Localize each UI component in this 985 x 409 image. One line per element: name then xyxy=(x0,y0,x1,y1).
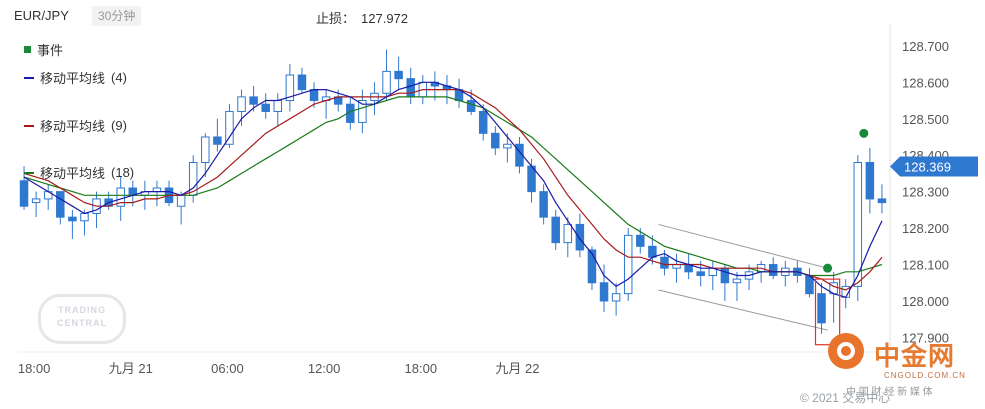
candle-body xyxy=(273,100,283,112)
candle-body xyxy=(563,223,573,244)
copyright: © 2021 交易中心 xyxy=(800,391,891,405)
ma9-line xyxy=(23,89,883,291)
candle-body xyxy=(853,161,863,287)
event-square-icon xyxy=(24,46,31,53)
y-tick-label: 128.100 xyxy=(902,258,949,273)
candle-body xyxy=(406,78,415,98)
x-tick-label: 12:00 xyxy=(308,361,341,376)
candle-body xyxy=(201,136,210,163)
channel-line xyxy=(658,223,828,269)
candle-body xyxy=(539,191,548,218)
legend-item-ma9[interactable]: 移动平均线 (9) xyxy=(24,116,127,135)
candle-body xyxy=(116,187,125,207)
legend-period: (4) xyxy=(111,70,127,85)
candle-body xyxy=(19,180,29,207)
candle-body xyxy=(478,110,488,134)
line-swatch-icon xyxy=(24,171,34,174)
event-marker xyxy=(823,263,833,273)
legend-item-ma4[interactable]: 移动平均线 (4) xyxy=(24,68,127,87)
candle-body xyxy=(660,256,669,269)
candle-body xyxy=(623,234,633,295)
y-tick-label: 128.300 xyxy=(902,185,949,200)
legend-item-ma18[interactable]: 移动平均线 (18) xyxy=(24,163,134,182)
candle-body xyxy=(491,132,500,149)
channel-line xyxy=(658,289,828,331)
trading-central-watermark: TRADING CENTRAL xyxy=(38,294,126,344)
symbol-label: EUR/JPY xyxy=(14,8,69,23)
legend-label: 移动平均线 xyxy=(40,71,106,86)
candle-body xyxy=(575,223,585,251)
x-tick-label: 九月 22 xyxy=(495,361,539,376)
cngold-logo-icon xyxy=(828,333,864,369)
candle-body xyxy=(696,271,705,276)
timeframe-badge[interactable]: 30分钟 xyxy=(92,6,142,26)
x-tick-label: 06:00 xyxy=(211,361,244,376)
candle-body xyxy=(237,96,246,112)
candle-body xyxy=(358,100,367,123)
candle-body xyxy=(382,70,391,94)
stop-loss-value: 127.972 xyxy=(361,11,409,26)
legend-item-event[interactable]: 事件 xyxy=(24,40,63,59)
watermark-line2: CENTRAL xyxy=(57,318,107,328)
line-swatch-icon xyxy=(24,124,34,127)
candle-body xyxy=(648,245,657,258)
candle-body xyxy=(80,213,89,222)
highlight-box xyxy=(814,278,841,346)
current-price-label: 128.369 xyxy=(904,159,951,174)
candle-body xyxy=(732,278,742,284)
legend-label: 移动平均线 xyxy=(40,119,106,134)
candle-body xyxy=(297,74,307,91)
y-tick-label: 128.500 xyxy=(902,112,949,127)
candle-body xyxy=(31,198,41,204)
x-tick-label: 九月 21 xyxy=(109,361,153,376)
legend-period: (9) xyxy=(111,118,127,133)
y-tick-label: 128.000 xyxy=(902,294,949,309)
watermark-line1: TRADING xyxy=(58,305,106,315)
candle-body xyxy=(817,293,826,324)
candle-body xyxy=(503,143,512,149)
candle-body xyxy=(611,293,621,302)
candle-body xyxy=(394,70,403,80)
candle-body xyxy=(599,282,609,302)
cngold-name: 中金网 xyxy=(874,341,956,371)
legend-label: 事件 xyxy=(37,43,64,58)
line-swatch-icon xyxy=(24,76,34,79)
candle-body xyxy=(466,100,476,112)
candle-body xyxy=(56,191,65,218)
candle-body xyxy=(551,216,560,244)
legend-label: 移动平均线 xyxy=(40,166,106,181)
candle-body xyxy=(261,103,270,112)
stop-loss-readout: 止损： 127.972 xyxy=(316,8,408,27)
price-tag xyxy=(890,156,978,177)
candle-body xyxy=(865,161,875,200)
legend-period: (18) xyxy=(111,165,135,180)
cngold-tagline: 中 国 财 经 新 媒 体 xyxy=(846,387,933,398)
y-tick-label: 128.200 xyxy=(902,221,949,236)
candle-body xyxy=(176,194,186,207)
ma4-line xyxy=(23,81,883,299)
candle-body xyxy=(587,249,597,284)
y-tick-label: 127.900 xyxy=(902,330,949,345)
candle-body xyxy=(225,110,234,145)
candle-body xyxy=(636,234,645,247)
stop-loss-label: 止损： xyxy=(316,11,356,26)
candle-body xyxy=(720,267,730,284)
candle-body xyxy=(285,74,295,102)
y-tick-label: 128.700 xyxy=(902,39,949,54)
candle-body xyxy=(309,89,319,102)
event-marker xyxy=(859,128,869,138)
candle-body xyxy=(768,264,778,276)
x-tick-label: 18:00 xyxy=(405,361,438,376)
cngold-url: CNGOLD.COM.CN xyxy=(884,371,966,380)
candle-body xyxy=(877,198,887,204)
candle-body xyxy=(213,136,222,145)
candle-body xyxy=(249,96,258,105)
x-tick-label: 18:00 xyxy=(18,361,51,376)
y-tick-label: 128.600 xyxy=(902,75,949,90)
candle-body xyxy=(68,216,77,222)
